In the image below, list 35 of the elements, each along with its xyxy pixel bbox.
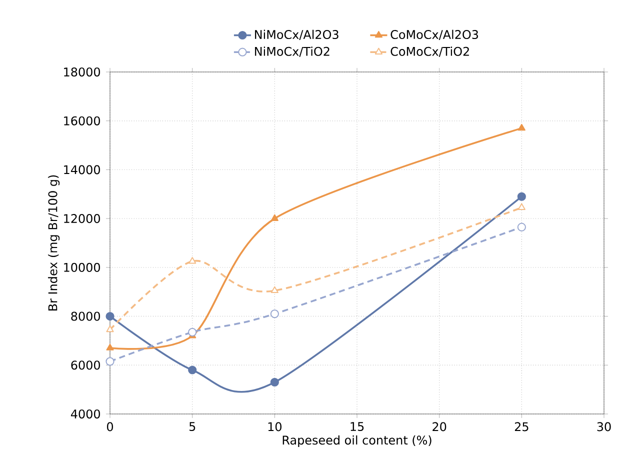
x-axis-title: Rapeseed oil content (%): [282, 435, 432, 447]
point: [270, 214, 278, 221]
legend-label: CoMoCx/Al2O3: [390, 30, 478, 40]
y-axis-title: Br Index (mg Br/100 g): [48, 175, 60, 310]
point: [517, 222, 526, 232]
point: [106, 357, 114, 366]
y-tick-label: 8000: [71, 312, 100, 321]
point: [270, 378, 279, 387]
y-tick-label: 10000: [64, 262, 100, 272]
y-tick-label: 6000: [71, 360, 100, 370]
point: [518, 124, 526, 131]
point: [188, 366, 197, 374]
point: [270, 286, 278, 294]
legend-label: NiMoCx/Al2O3: [255, 30, 338, 40]
y-tick-label: 14000: [64, 165, 100, 174]
legend-label: CoMoCx/TiO2: [390, 46, 469, 57]
point: [106, 312, 114, 321]
x-tick-label: 10: [268, 422, 282, 432]
x-tick-label: 20: [432, 422, 446, 432]
point: [188, 257, 196, 264]
y-tick-label: 4000: [70, 409, 100, 419]
point: [188, 328, 197, 336]
x-tick-label: 30: [597, 422, 611, 432]
y-tick-label: 18000: [64, 67, 100, 77]
x-tick-label: 5: [189, 422, 196, 432]
y-tick-label: 12000: [64, 214, 100, 224]
x-tick-label: 0: [106, 422, 114, 432]
point: [270, 310, 279, 318]
legend-label: NiMoCx/TiO2: [255, 46, 330, 57]
point: [518, 203, 526, 210]
x-tick-label: 25: [514, 422, 528, 432]
y-tick-label: 16000: [64, 116, 100, 126]
point: [517, 192, 526, 201]
x-tick-label: 15: [350, 422, 364, 432]
point: [106, 344, 114, 350]
